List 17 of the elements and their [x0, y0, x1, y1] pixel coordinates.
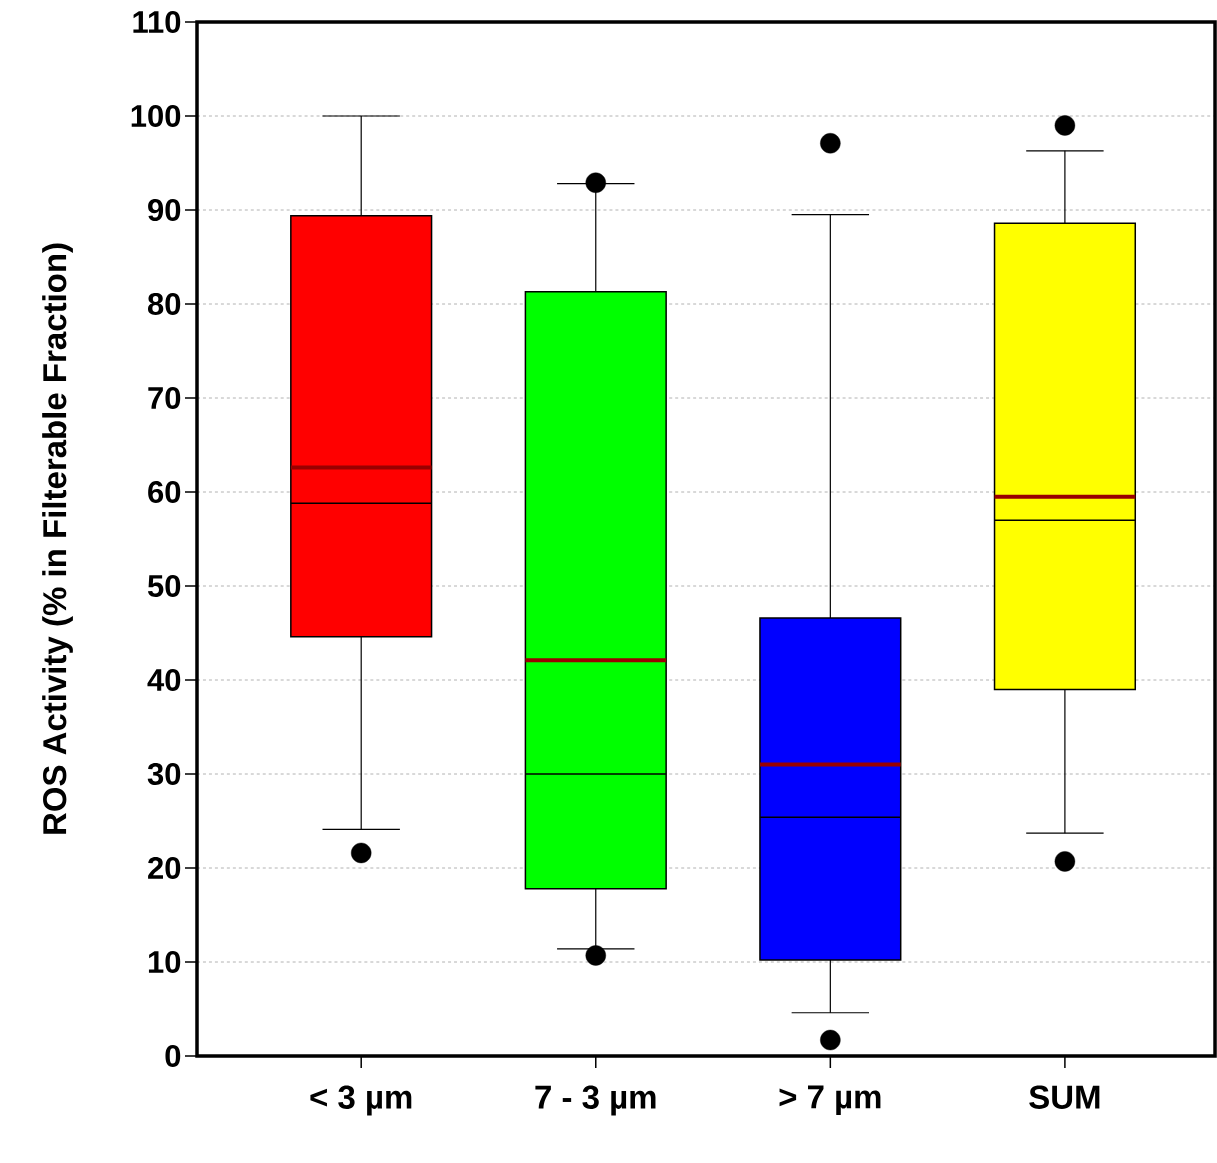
y-tick-label: 50: [147, 575, 181, 597]
y-tick-label: 60: [148, 481, 181, 503]
y-tick-label: 20: [148, 857, 181, 879]
y-axis-title: ROS Activity (% in Filterable Fraction): [42, 243, 73, 834]
y-tick-label: 70: [148, 387, 181, 409]
y-tick-label: 90: [148, 199, 181, 221]
x-tick-label: SUM: [1029, 1085, 1100, 1109]
y-tick-label: 110: [133, 11, 181, 33]
y-tick-label: 100: [131, 105, 181, 127]
x-tick-label: < 3 µm: [310, 1085, 412, 1116]
y-tick-label: 30: [147, 763, 181, 785]
y-tick-label: 80: [147, 293, 181, 315]
y-tick-label: 40: [147, 669, 181, 691]
y-tick-label: 0: [165, 1045, 181, 1067]
y-tick-label: 10: [148, 951, 181, 973]
x-tick-label: 7 - 3 µm: [535, 1085, 656, 1116]
x-tick-label: > 7 µm: [779, 1085, 881, 1116]
